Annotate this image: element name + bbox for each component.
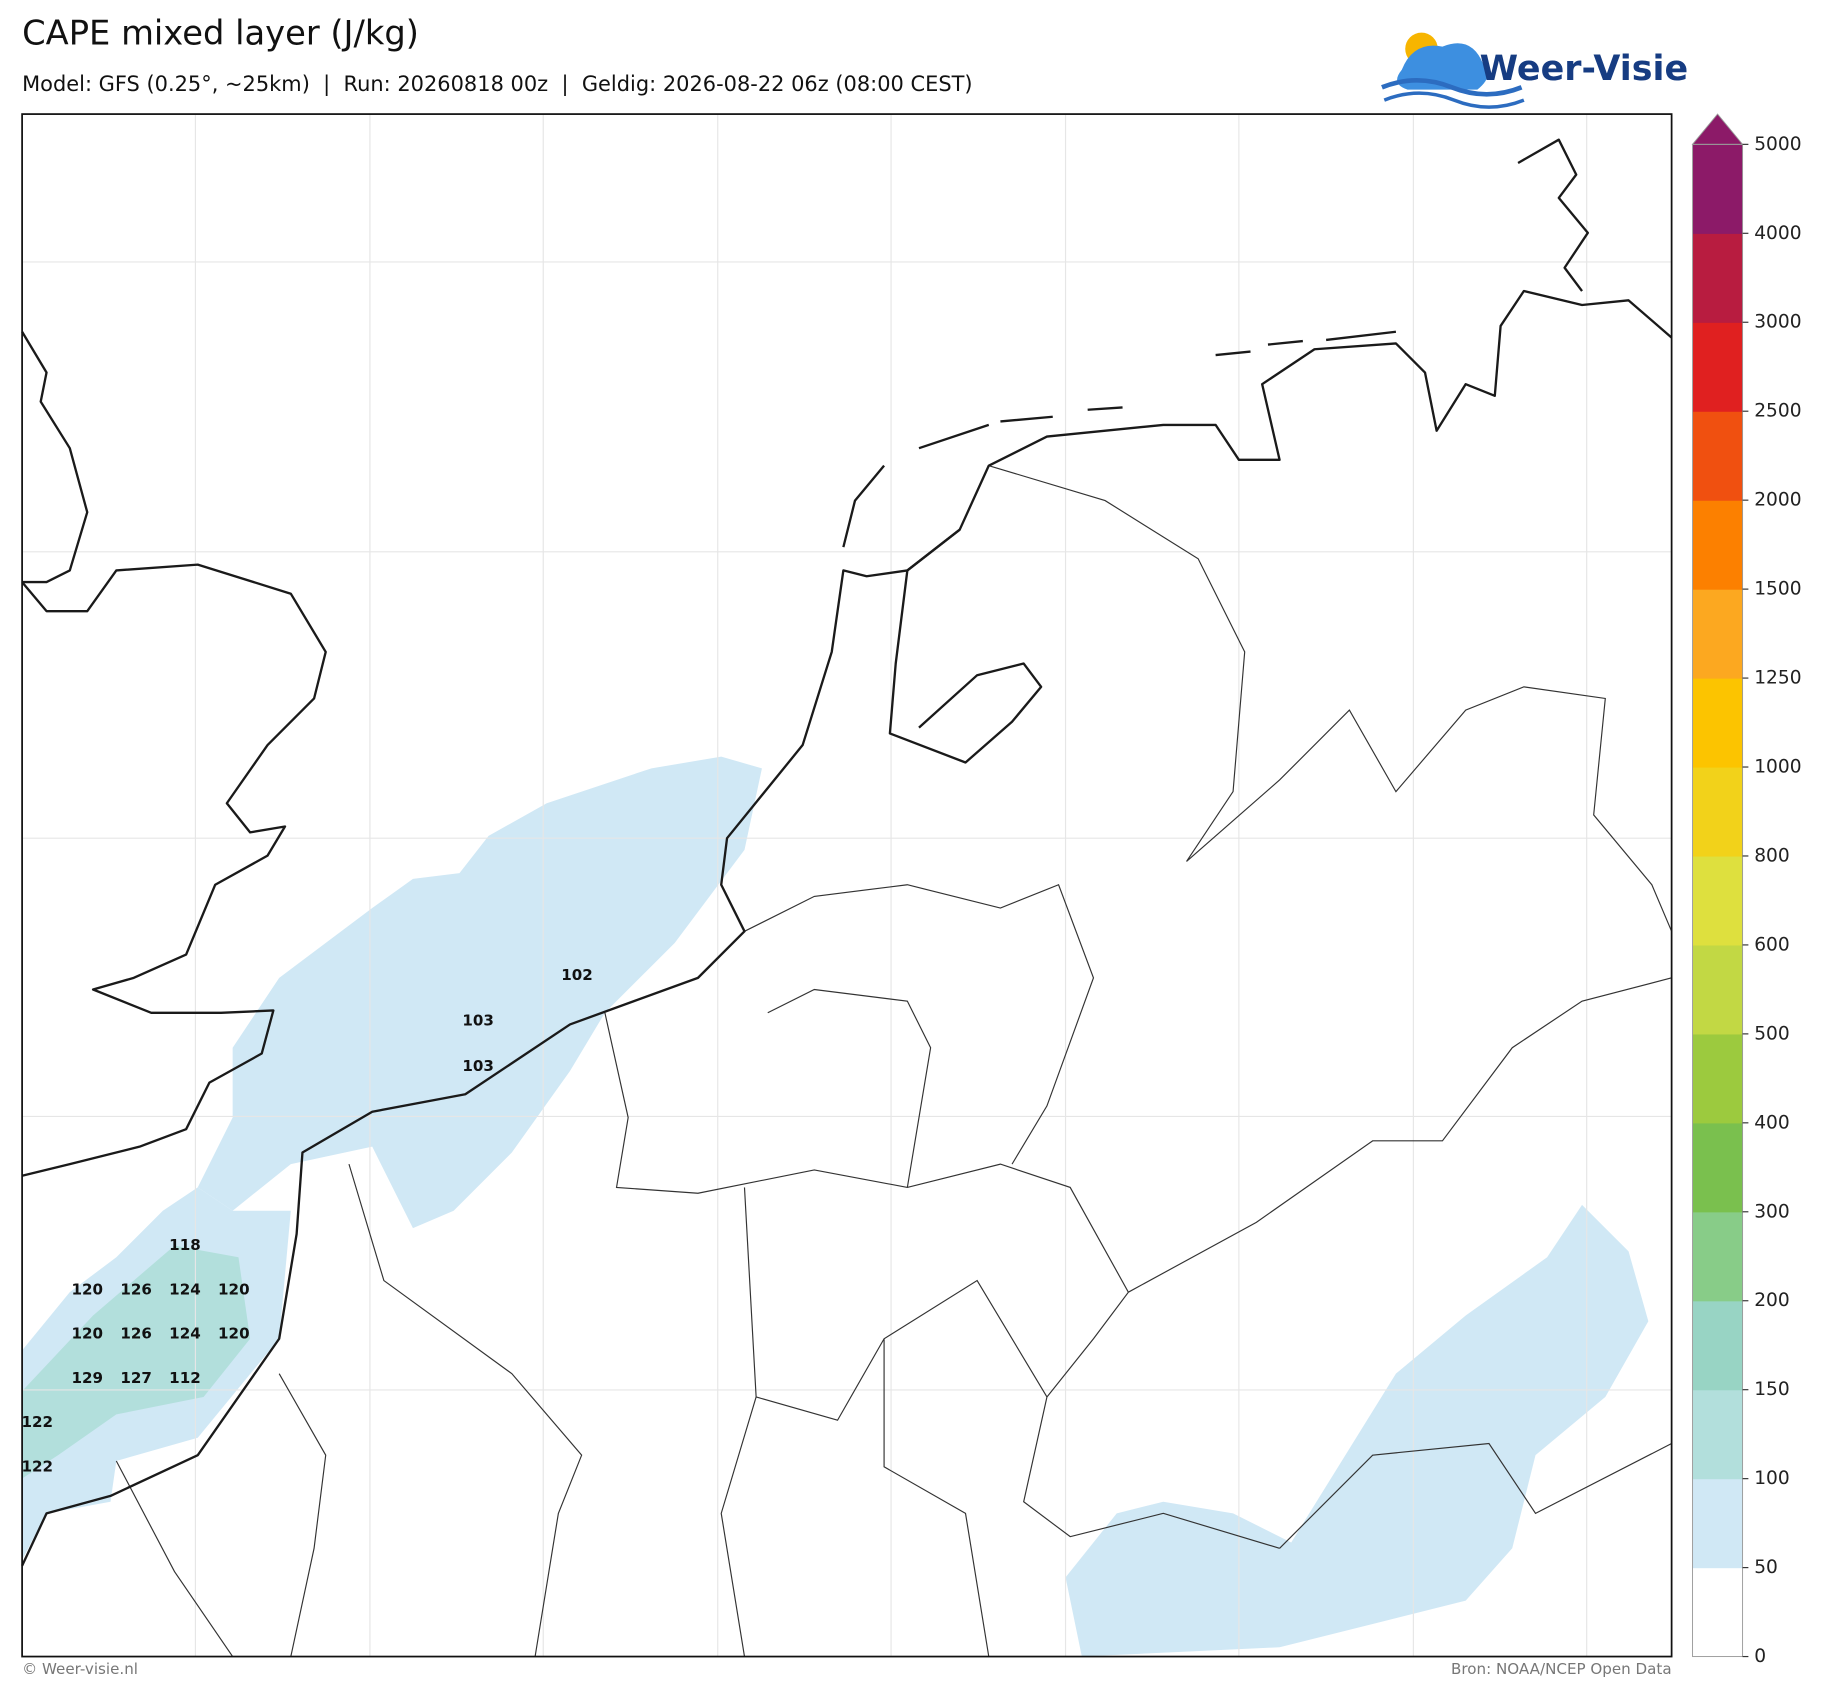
colorbar-band — [1692, 678, 1743, 768]
map-value-label: 129 — [71, 1369, 103, 1387]
colorbar-tick-label: 1250 — [1754, 668, 1801, 689]
colorbar: 0 50 100 150 200 300 400 500 600 800 1000 1250 1500 2… — [1691, 113, 1802, 1667]
colorbar-band — [1692, 500, 1743, 590]
colorbar-band — [1692, 233, 1743, 323]
subtitle: Model: GFS (0.25°, ~25km) | Run: 2026081… — [22, 72, 972, 97]
colorbar-tick-label: 3000 — [1754, 312, 1801, 333]
colorbar-tick-label: 1500 — [1754, 579, 1801, 600]
colorbar-tick-label: 2000 — [1754, 490, 1801, 511]
map-value-label: 103 — [462, 1011, 494, 1029]
title: CAPE mixed layer (J/kg) — [22, 13, 419, 52]
colorbar-tick-label: 1000 — [1754, 757, 1801, 778]
map-value-label: 120 — [218, 1280, 250, 1298]
map-value-label: 124 — [169, 1325, 201, 1343]
map-value-label: 127 — [120, 1369, 152, 1387]
colorbar-tick-label: 4000 — [1754, 223, 1801, 244]
colorbar-tick-label: 300 — [1754, 1201, 1790, 1222]
colorbar-extend — [1691, 113, 1744, 145]
colorbar-band — [1692, 944, 1743, 1035]
colorbar-band — [1692, 589, 1743, 679]
map: 102 103 103 118 120 126 124 120 120 126 124 120 129 1… — [21, 113, 1673, 1658]
colorbar-band — [1692, 855, 1743, 946]
map-value-label: 122 — [21, 1413, 53, 1431]
colorbar-band — [1692, 322, 1743, 412]
colorbar-tick-label: 150 — [1754, 1379, 1790, 1400]
colorbar-tick-label: 800 — [1754, 845, 1790, 866]
map-value-label: 120 — [71, 1325, 103, 1343]
map-value-label: 102 — [561, 966, 593, 984]
map-value-label: 120 — [71, 1280, 103, 1298]
colorbar-tick-label: 400 — [1754, 1112, 1790, 1133]
map-value-label: 118 — [169, 1236, 201, 1254]
colorbar-tick-label: 50 — [1754, 1557, 1778, 1578]
colorbar-tick-label: 5000 — [1754, 134, 1801, 155]
colorbar-tick-label: 0 — [1754, 1646, 1766, 1667]
map-value-label: 126 — [120, 1280, 152, 1298]
map-value-label: 112 — [169, 1369, 201, 1387]
colorbar-band — [1692, 1033, 1743, 1124]
colorbar-band — [1692, 1300, 1743, 1391]
colorbar-tick-label: 600 — [1754, 934, 1790, 955]
colorbar-tick-label: 100 — [1754, 1468, 1790, 1489]
map-value-label: 120 — [218, 1325, 250, 1343]
colorbar-tick-label: 200 — [1754, 1290, 1790, 1311]
footer-left: © Weer-visie.nl — [22, 1660, 138, 1678]
colorbar-tick-label: 500 — [1754, 1023, 1790, 1044]
colorbar-tick-label: 2500 — [1754, 401, 1801, 422]
logo-text: Weer-Visie — [1480, 49, 1688, 89]
footer-right: Bron: NOAA/NCEP Open Data — [1451, 1660, 1672, 1678]
colorbar-band — [1692, 767, 1743, 857]
colorbar-band — [1692, 1122, 1743, 1213]
colorbar-band — [1692, 411, 1743, 501]
logo: Weer-Visie — [1381, 32, 1688, 109]
colorbar-band — [1692, 144, 1743, 234]
map-value-label: 126 — [120, 1325, 152, 1343]
colorbar-frame — [1692, 143, 1744, 1658]
colorbar-band — [1692, 1389, 1743, 1480]
map-value-label: 124 — [169, 1280, 201, 1298]
map-value-label: 103 — [462, 1057, 494, 1075]
colorbar-band — [1692, 1567, 1743, 1658]
map-value-label: 122 — [21, 1457, 53, 1475]
colorbar-band — [1692, 1478, 1743, 1569]
colorbar-band — [1692, 1211, 1743, 1302]
